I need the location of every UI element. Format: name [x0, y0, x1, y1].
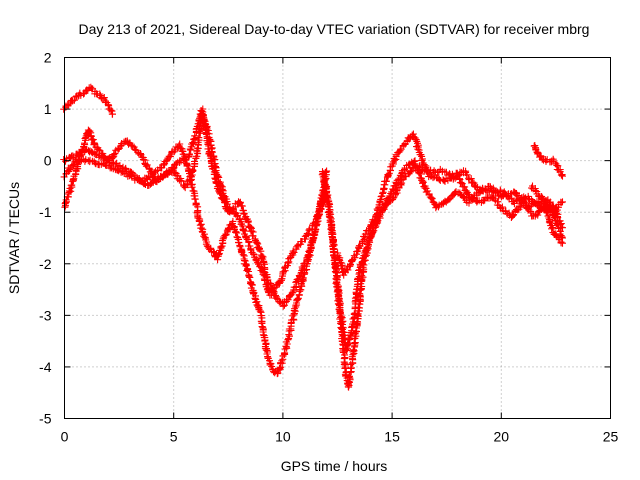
y-tick-label: 1: [44, 101, 52, 117]
series-track-c: [60, 105, 328, 310]
plot-frame: [64, 57, 611, 419]
axes: 0 5 10 15 20 25 -5 -4 -3 -2 -1 0 1 2: [39, 50, 618, 445]
y-tick-label: -5: [39, 411, 52, 427]
y-tick-label: 2: [44, 50, 52, 66]
x-tick-label: 25: [603, 429, 619, 445]
y-tick-label: -1: [39, 204, 52, 220]
series-track-f: [320, 157, 566, 355]
data-series: [60, 83, 566, 391]
series-track-a: [60, 83, 116, 118]
y-tick-label: -3: [39, 307, 52, 323]
x-axis-label: GPS time / hours: [281, 458, 388, 474]
y-tick-label: -4: [39, 359, 52, 375]
series-track-h: [530, 142, 566, 180]
x-tick-label: 10: [275, 429, 291, 445]
y-tick-label: -2: [39, 256, 52, 272]
x-tick-label: 15: [384, 429, 400, 445]
grid: [64, 57, 611, 419]
x-tick-label: 5: [170, 429, 178, 445]
x-tick-label: 20: [494, 429, 510, 445]
chart-title: Day 213 of 2021, Sidereal Day-to-day VTE…: [79, 21, 590, 37]
series-track-g: [334, 162, 566, 279]
y-tick-label: 0: [44, 153, 52, 169]
y-axis-label: SDTVAR / TECUs: [6, 182, 22, 294]
x-tick-label: 0: [61, 429, 69, 445]
series-track-i: [528, 182, 566, 242]
